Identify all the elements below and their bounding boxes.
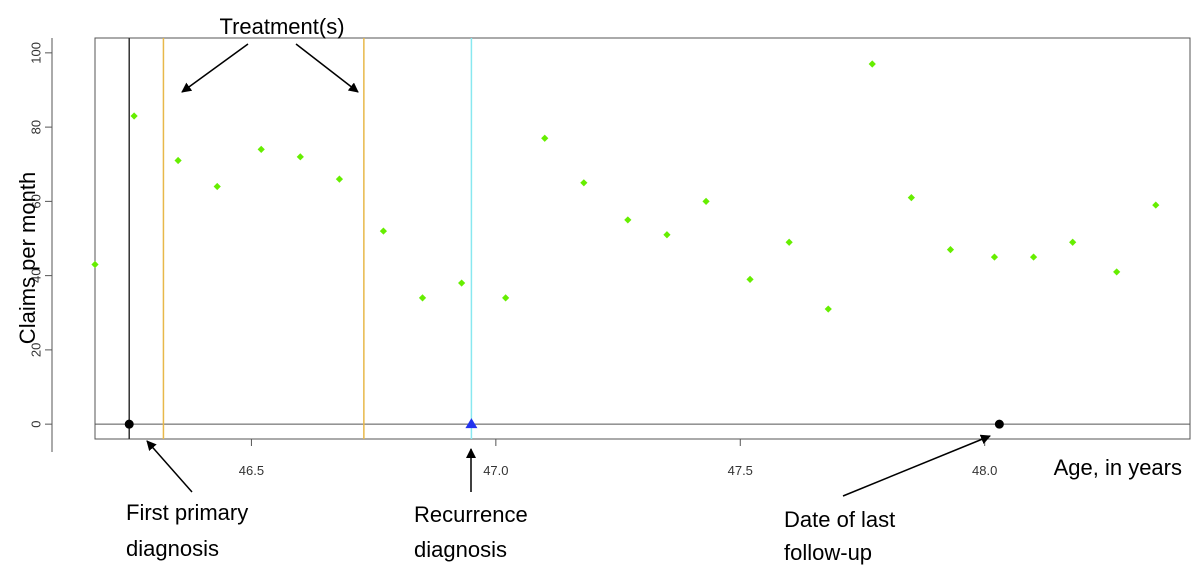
y-axis-ticks: 0 20 40 60 80 100 <box>29 42 52 428</box>
reference-lines <box>128 38 473 439</box>
data-point <box>502 294 510 302</box>
x-tick-label: 47.5 <box>728 463 753 478</box>
data-point <box>130 112 138 120</box>
x-tick-label: 48.0 <box>972 463 997 478</box>
last-followup-label-line1: Date of last <box>784 507 895 532</box>
treatment-annotation: Treatment(s) <box>181 14 359 93</box>
treatment-arrow-left <box>181 43 249 93</box>
y-axis-title: Claims per month <box>15 172 40 344</box>
event-marker-circle <box>124 419 134 429</box>
data-point <box>1029 253 1038 261</box>
y-tick-label: 20 <box>29 343 44 357</box>
data-point <box>418 294 427 302</box>
recurrence-label-line1: Recurrence <box>414 502 528 527</box>
event-marker-circle <box>994 419 1004 429</box>
y-tick-label: 100 <box>29 42 44 64</box>
data-point <box>458 279 466 287</box>
data-point <box>296 153 304 161</box>
data-point <box>785 238 793 246</box>
x-axis-ticks: 46.5 47.0 47.5 48.0 <box>239 439 997 478</box>
data-point <box>257 145 265 153</box>
last-followup-annotation: Date of last follow-up <box>784 434 991 565</box>
data-point <box>1113 268 1121 276</box>
data-point <box>379 227 388 235</box>
data-point <box>91 260 99 269</box>
data-point <box>702 197 710 205</box>
data-point <box>907 194 915 202</box>
plot-frame <box>94 37 1191 440</box>
data-point <box>946 246 955 254</box>
data-point <box>824 305 832 313</box>
y-tick-label: 60 <box>29 194 44 208</box>
event-marker-triangle <box>465 418 478 429</box>
data-point <box>1069 238 1077 246</box>
treatment-arrow-right <box>295 43 359 93</box>
data-point <box>1152 201 1160 209</box>
data-point <box>663 231 671 239</box>
first-diagnosis-arrow <box>146 440 193 493</box>
y-tick-label: 40 <box>29 268 44 282</box>
data-point <box>541 134 549 142</box>
x-axis-title: Age, in years <box>1054 455 1182 480</box>
data-point <box>990 253 999 261</box>
x-tick-label: 46.5 <box>239 463 264 478</box>
x-tick-label: 47.0 <box>483 463 508 478</box>
data-point <box>746 275 754 283</box>
y-tick-label: 0 <box>29 421 44 428</box>
first-diagnosis-label-line1: First primary <box>126 500 248 525</box>
last-followup-arrow <box>842 434 991 497</box>
last-followup-label-line2: follow-up <box>784 540 872 565</box>
first-diagnosis-annotation: First primary diagnosis <box>126 440 248 561</box>
data-point <box>624 216 632 224</box>
recurrence-annotation: Recurrence diagnosis <box>414 448 528 562</box>
recurrence-label-line2: diagnosis <box>414 537 507 562</box>
data-point <box>174 156 182 165</box>
data-point <box>580 179 588 187</box>
treatment-label: Treatment(s) <box>219 14 344 39</box>
data-point <box>868 60 876 68</box>
y-tick-label: 80 <box>29 120 44 134</box>
first-diagnosis-label-line2: diagnosis <box>126 536 219 561</box>
event-markers <box>124 418 1004 429</box>
data-points <box>91 60 1160 313</box>
data-point <box>335 175 344 183</box>
data-point <box>213 182 221 191</box>
